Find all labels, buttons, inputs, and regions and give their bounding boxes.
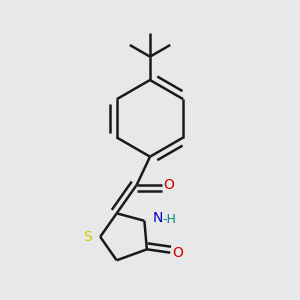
Text: O: O: [172, 246, 183, 260]
Text: -H: -H: [162, 213, 176, 226]
Text: S: S: [83, 230, 92, 244]
Text: N: N: [153, 211, 163, 225]
Text: O: O: [163, 178, 174, 192]
